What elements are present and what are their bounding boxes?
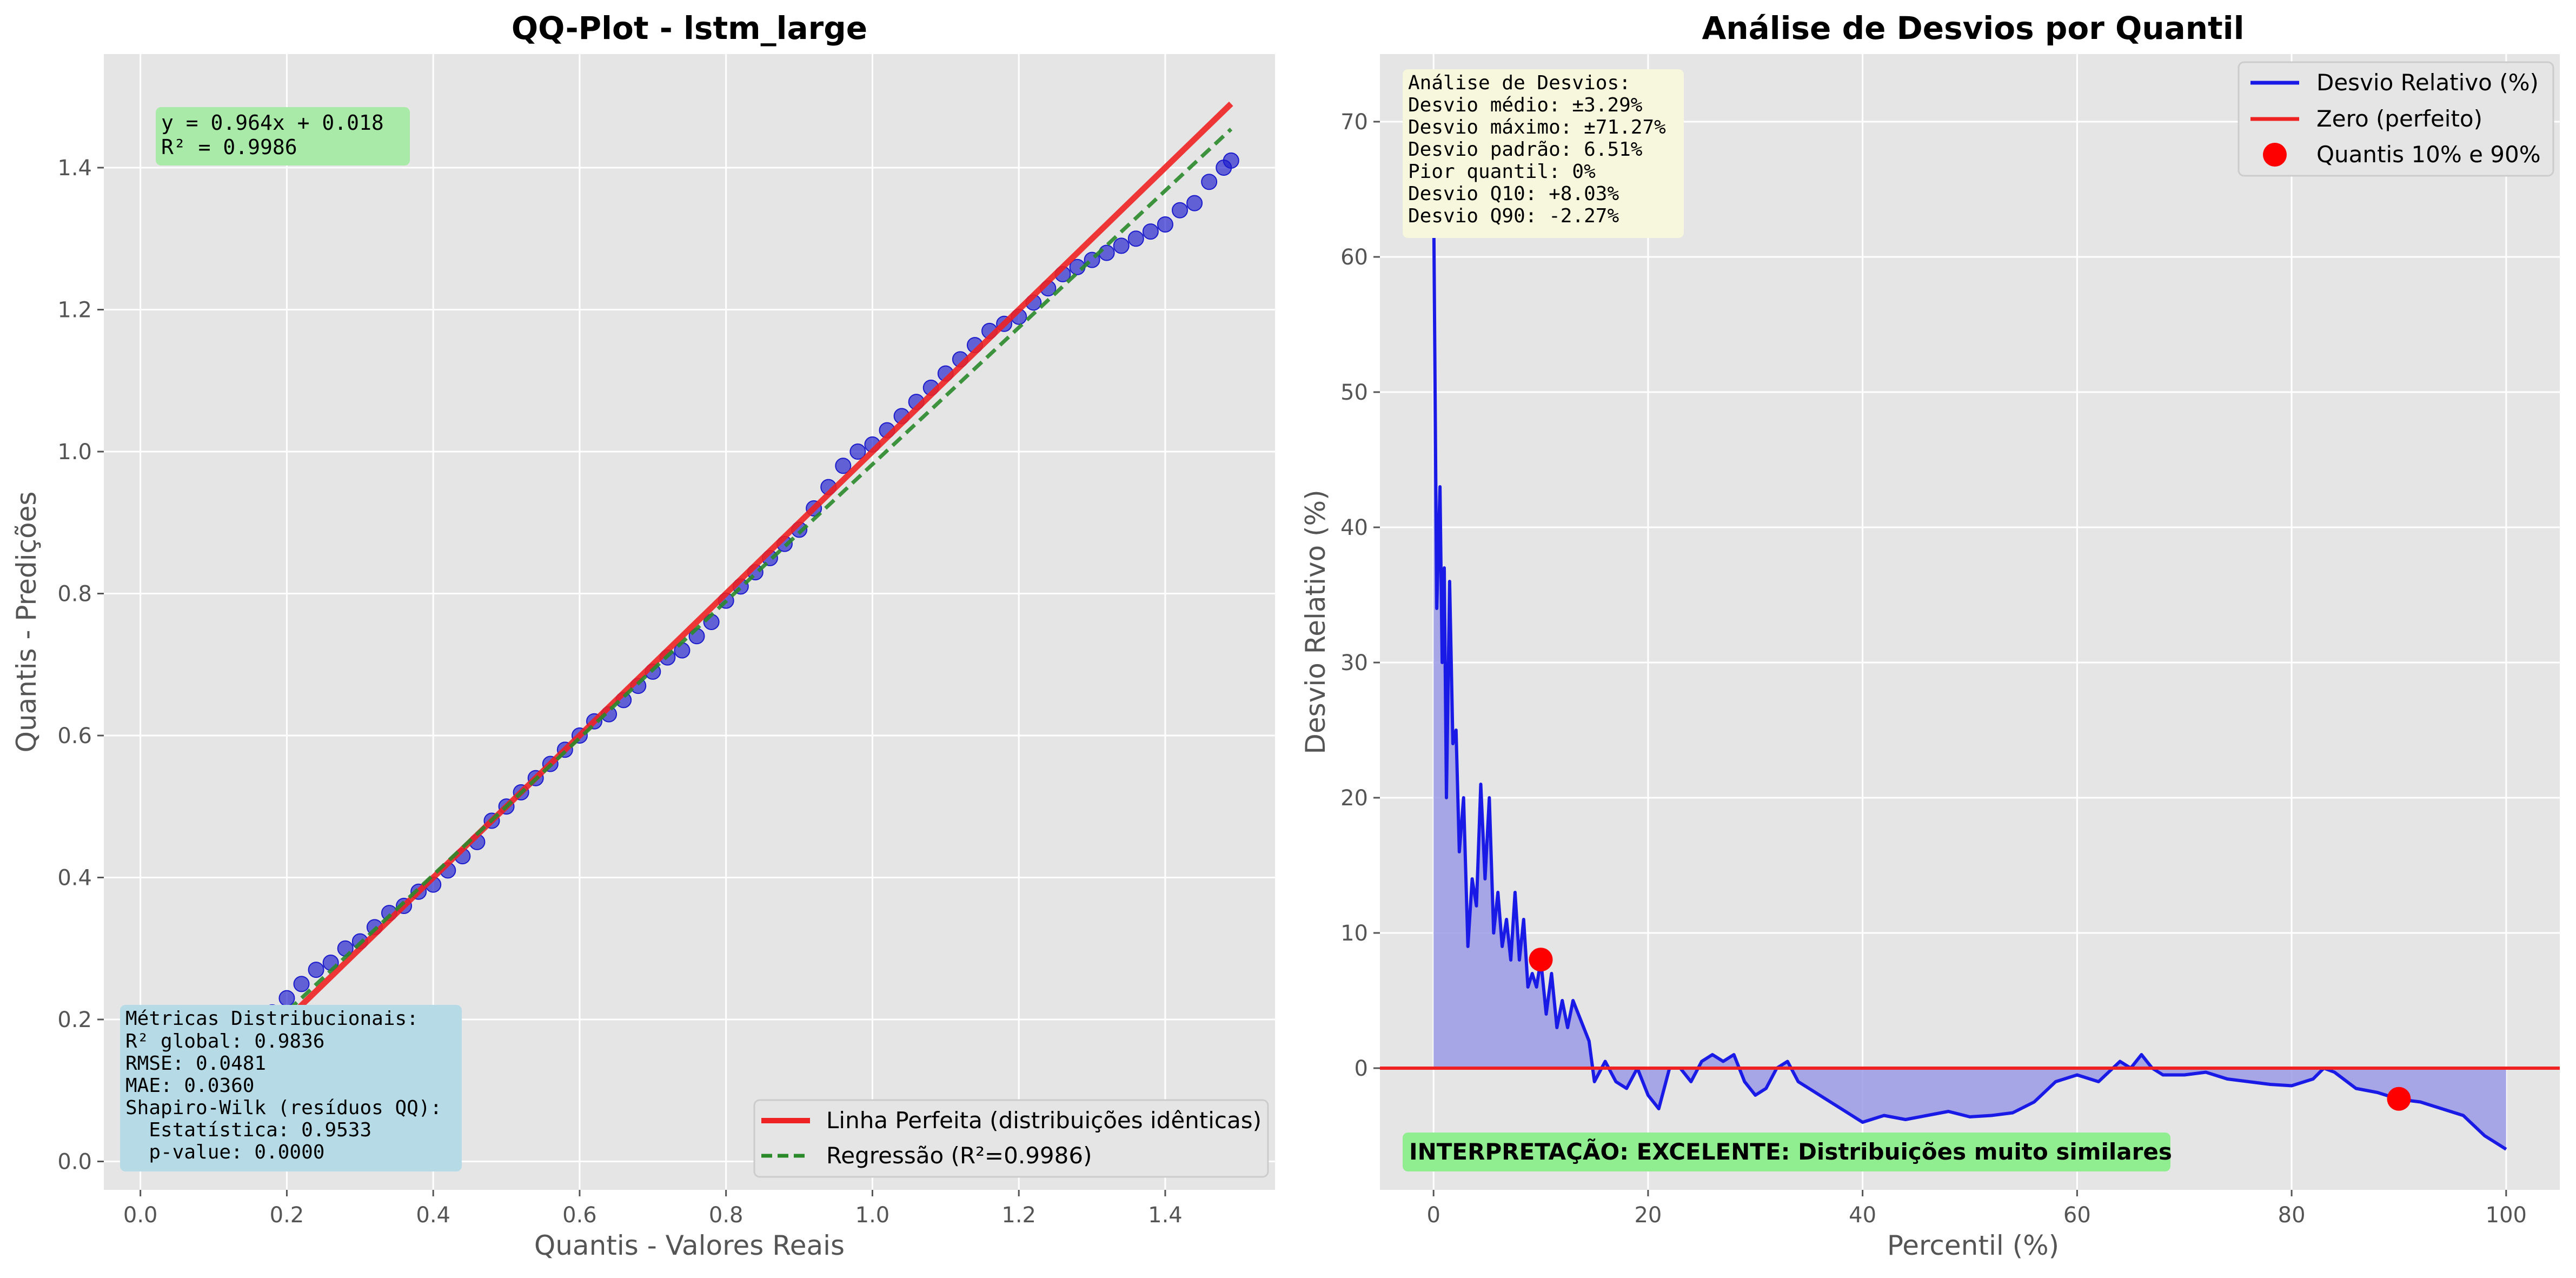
deviation-y-axis-label: Desvio Relativo (%) — [1300, 489, 1331, 754]
y-tick-label: 50 — [1340, 380, 1368, 405]
y-tick-label: 20 — [1340, 786, 1368, 811]
legend-deviation-label: Desvio Relativo (%) — [2316, 69, 2539, 96]
interpretation-box — [1403, 1133, 2170, 1171]
metrics-line: Métricas Distribucionais: — [125, 1008, 419, 1030]
quantile-marker — [1529, 948, 1553, 972]
qq-ticks: 0.0 0.2 0.4 0.6 0.8 1.0 1.2 1.4 0.0 0.2 0.4 0.6 0.8 1… — [57, 156, 1182, 1228]
deviation-stats-box — [1403, 69, 1684, 238]
regression-line — [139, 128, 1233, 1150]
interpretation-text: INTERPRETAÇÃO: EXCELENTE: Distribuições … — [1409, 1138, 2172, 1165]
legend-zero-label: Zero (perfeito) — [2316, 105, 2482, 132]
y-tick-label: 60 — [1340, 245, 1368, 270]
stats-line: Desvio padrão: 6.51% — [1408, 138, 1643, 161]
equation-box — [156, 107, 410, 165]
qq-y-axis-label: Quantis - Predições — [11, 492, 42, 753]
x-tick-label: 1.0 — [855, 1203, 890, 1228]
qq-plot-area — [104, 54, 1275, 1190]
qq-point — [308, 962, 324, 978]
y-tick-label: 0.4 — [57, 866, 92, 891]
deviation-area-fill — [1433, 189, 2506, 1149]
y-tick-label: 40 — [1340, 515, 1368, 540]
x-tick-label: 0.0 — [123, 1203, 158, 1228]
equation-text: y = 0.964x + 0.018 — [161, 111, 384, 135]
qq-point — [1113, 237, 1130, 254]
x-tick-label: 80 — [2278, 1203, 2306, 1228]
metrics-line: R² global: 0.9836 — [125, 1030, 324, 1052]
x-tick-label: 0.4 — [416, 1203, 450, 1228]
stats-line: Desvio médio: ±3.29% — [1408, 94, 1643, 116]
x-tick-label: 40 — [1849, 1203, 1876, 1228]
deviation-line — [1432, 189, 2507, 1151]
x-tick-label: 0.8 — [709, 1203, 743, 1228]
qq-point — [278, 990, 295, 1006]
qq-x-axis-label: Quantis - Valores Reais — [534, 1230, 845, 1261]
deviation-x-axis-label: Percentil (%) — [1887, 1230, 2059, 1261]
perfect-line — [138, 101, 1233, 1164]
legend-perfect-line-label: Linha Perfeita (distribuições idênticas) — [826, 1107, 1262, 1134]
x-tick-label: 1.2 — [1001, 1203, 1036, 1228]
stats-line: Desvio Q90: -2.27% — [1408, 205, 1619, 227]
y-tick-label: 0.0 — [57, 1150, 92, 1175]
deviation-ticks: 0 20 40 60 80 100 0 10 20 30 40 50 60 70 — [1340, 110, 2527, 1228]
deviation-legend — [2238, 61, 2554, 177]
y-tick-label: 30 — [1340, 651, 1368, 676]
deviation-series — [1380, 189, 2560, 1151]
legend-quantile-marker — [2263, 143, 2287, 167]
x-tick-label: 0.6 — [562, 1203, 597, 1228]
deviation-title: Análise de Desvios por Quantil — [1702, 10, 2244, 47]
qq-point — [293, 976, 310, 992]
quantile-marker — [2387, 1087, 2411, 1111]
y-tick-label: 1.0 — [57, 440, 92, 465]
stats-line: Desvio máximo: ±71.27% — [1408, 116, 1666, 138]
stats-line: Pior quantil: 0% — [1408, 161, 1596, 183]
metrics-line: MAE: 0.0360 — [125, 1075, 254, 1097]
deviation-plot-area — [1380, 54, 2560, 1190]
qq-point — [1201, 174, 1218, 190]
qq-legend — [753, 1099, 1269, 1178]
qq-point — [1127, 230, 1144, 247]
x-tick-label: 1.4 — [1148, 1203, 1183, 1228]
legend-regression-label: Regressão (R²=0.9986) — [826, 1142, 1092, 1169]
qq-plot-panel: QQ-Plot - lstm_large 0.0 0.2 0.4 0.6 0.8 1.0 1… — [11, 10, 1275, 1261]
deviation-panel: Análise de Desvios por Quantil 0 20 40 60 80… — [1300, 10, 2560, 1261]
qq-point — [1186, 195, 1203, 211]
qq-point — [1142, 223, 1159, 240]
qq-plot-title: QQ-Plot - lstm_large — [512, 10, 867, 47]
r2-text: R² = 0.9986 — [161, 135, 297, 159]
metrics-box — [120, 1005, 462, 1171]
stats-line: Análise de Desvios: — [1408, 72, 1631, 94]
x-tick-label: 0 — [1426, 1203, 1440, 1228]
metrics-line: Shapiro-Wilk (resíduos QQ): — [125, 1097, 442, 1119]
qq-point — [849, 443, 866, 460]
y-tick-label: 10 — [1340, 921, 1368, 946]
qq-point — [835, 458, 852, 474]
x-tick-label: 20 — [1634, 1203, 1662, 1228]
y-tick-label: 0.2 — [57, 1008, 92, 1032]
y-tick-label: 0 — [1355, 1056, 1368, 1081]
metrics-line: Estatística: 0.9533 — [125, 1119, 371, 1141]
stats-line: Desvio Q10: +8.03% — [1408, 183, 1619, 205]
y-tick-label: 1.4 — [57, 156, 92, 181]
x-tick-label: 0.2 — [270, 1203, 304, 1228]
qq-lines — [138, 101, 1233, 1164]
y-tick-label: 70 — [1340, 110, 1368, 135]
x-tick-label: 60 — [2063, 1203, 2091, 1228]
qq-point — [1223, 152, 1239, 169]
metrics-line: p-value: 0.0000 — [125, 1141, 324, 1163]
x-tick-label: 100 — [2486, 1203, 2527, 1228]
y-tick-label: 1.2 — [57, 298, 92, 323]
legend-quantile-label: Quantis 10% e 90% — [2316, 141, 2541, 168]
metrics-line: RMSE: 0.0481 — [125, 1052, 266, 1075]
y-tick-label: 0.6 — [57, 724, 92, 749]
y-tick-label: 0.8 — [57, 582, 92, 607]
qq-point — [1172, 202, 1189, 218]
qq-point — [1157, 216, 1173, 233]
